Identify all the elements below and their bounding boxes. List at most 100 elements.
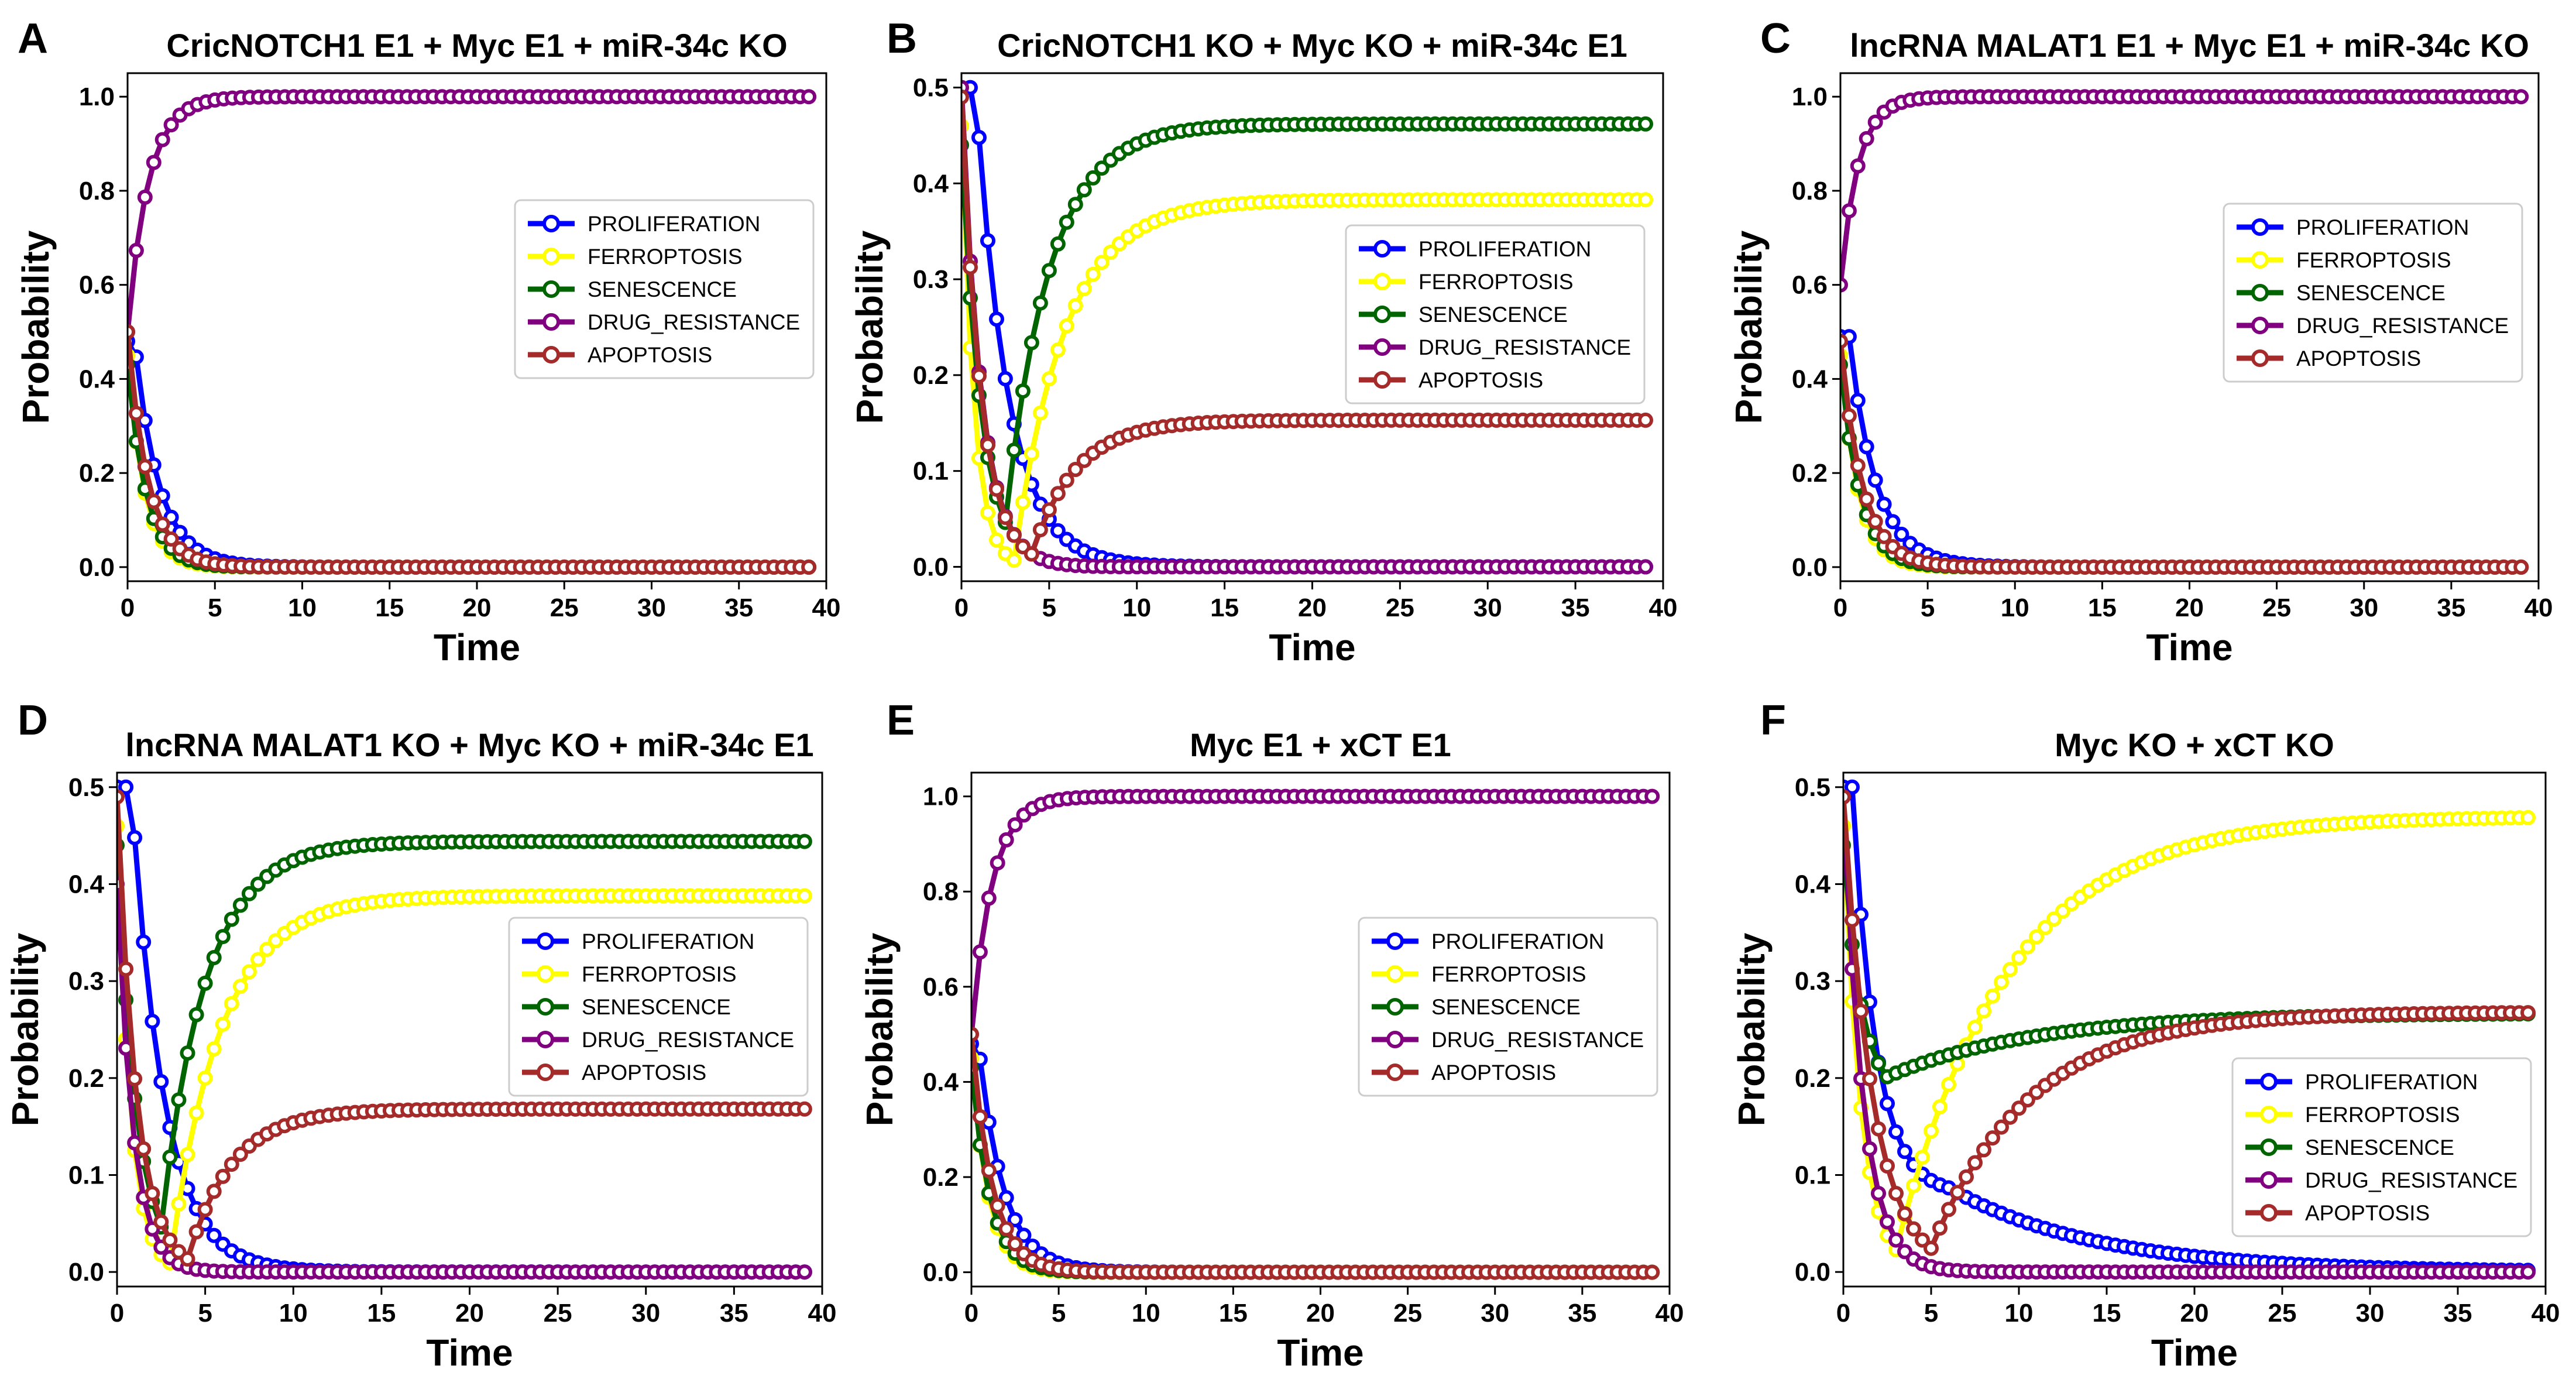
data-point (998, 832, 1014, 848)
legend-swatch-marker (537, 965, 554, 983)
data-point (197, 975, 213, 991)
data-point (1016, 1227, 1032, 1243)
plot-area (1840, 89, 2529, 575)
y-tick-label: 0.6 (79, 271, 115, 300)
x-tick-label: 20 (2180, 1299, 2209, 1327)
legend-swatch-marker (1373, 306, 1391, 323)
legend-item: FERROPTOSIS (1372, 962, 1586, 986)
x-tick-label: 35 (724, 594, 753, 622)
x-tick-label: 25 (1393, 1299, 1422, 1327)
data-point (1915, 1232, 1930, 1248)
data-point (215, 929, 231, 945)
x-tick-label: 40 (1649, 594, 1678, 622)
legend-label: PROLIFERATION (582, 929, 754, 953)
x-tick-label: 5 (208, 594, 222, 622)
x-tick-label: 40 (808, 1299, 837, 1327)
x-tick-label: 25 (544, 1299, 572, 1327)
x-tick-label: 20 (2175, 594, 2204, 622)
y-tick-label: 0.3 (68, 967, 104, 996)
x-tick-label: 5 (1921, 594, 1935, 622)
data-point (232, 897, 248, 913)
plot-area (961, 80, 1653, 575)
data-point (1023, 546, 1039, 562)
data-point (1076, 182, 1092, 198)
y-tick-label: 0.4 (68, 870, 105, 899)
data-point (259, 941, 275, 957)
x-tick-label: 35 (2437, 594, 2465, 622)
data-point (1094, 160, 1110, 176)
legend: PROLIFERATION FERROPTOSIS SENESCENCE DRUG_R… (2223, 203, 2523, 383)
x-axis-label: Time (1277, 1332, 1363, 1374)
data-point (1867, 472, 1883, 488)
y-tick-label: 0.0 (1792, 553, 1828, 582)
legend-item: APOPTOSIS (2237, 347, 2421, 371)
y-tick-label: 0.2 (79, 459, 115, 488)
series-apoptosis (971, 1027, 1660, 1280)
data-point (971, 368, 987, 384)
legend-label: DRUG_RESISTANCE (2296, 314, 2509, 338)
data-point (1845, 912, 1860, 928)
legend-item: FERROPTOSIS (1359, 270, 1574, 294)
y-tick-label: 0.5 (68, 773, 104, 802)
x-tick-label: 5 (1924, 1299, 1938, 1327)
data-point (1880, 1158, 1895, 1174)
x-tick-label: 25 (1386, 594, 1414, 622)
data-point (2046, 911, 2062, 927)
data-point (188, 1007, 204, 1023)
data-point (2513, 559, 2529, 575)
data-point (1941, 1202, 1956, 1217)
data-point (1976, 1142, 1991, 1158)
y-axis-label: Probability (1730, 932, 1773, 1126)
legend-label: APOPTOSIS (588, 343, 712, 367)
legend-item: FERROPTOSIS (2245, 1103, 2460, 1127)
legend-item: SENESCENCE (2245, 1136, 2454, 1160)
x-axis-label: Time (1269, 626, 1355, 668)
data-point (250, 876, 266, 892)
data-point (1994, 975, 2009, 990)
data-point (128, 242, 144, 258)
legend-box (1345, 224, 1646, 404)
x-tick-label: 0 (1833, 594, 1847, 622)
legend-swatch-marker (2251, 349, 2269, 367)
data-point (1032, 405, 1048, 421)
data-point (241, 964, 257, 980)
data-point (128, 324, 135, 339)
legend-swatch-marker (542, 313, 560, 331)
y-tick-label: 0.6 (1792, 271, 1828, 300)
legend: PROLIFERATION FERROPTOSIS SENESCENCE DRUG_R… (2231, 1057, 2532, 1237)
data-point (180, 1251, 195, 1267)
legend-item: APOPTOSIS (1372, 1061, 1556, 1085)
x-tick-label: 20 (1306, 1299, 1335, 1327)
legend-swatch-marker (1373, 338, 1391, 356)
series-line (1840, 355, 2522, 570)
data-point (1050, 236, 1066, 252)
data-point (136, 1141, 152, 1157)
data-point (990, 1198, 1005, 1213)
legend-label: APOPTOSIS (1418, 368, 1543, 392)
legend-item: DRUG_RESISTANCE (1359, 335, 1631, 359)
x-tick-label: 20 (455, 1299, 484, 1327)
x-tick-label: 25 (2268, 1299, 2297, 1327)
legend-label: DRUG_RESISTANCE (2305, 1168, 2517, 1192)
y-tick-label: 0.0 (79, 553, 115, 582)
legend: PROLIFERATION FERROPTOSIS SENESCENCE DRUG_R… (1358, 917, 1658, 1097)
legend-label: FERROPTOSIS (2296, 248, 2451, 272)
data-point (1906, 1221, 1921, 1237)
data-point (1015, 383, 1031, 399)
data-point (1094, 255, 1110, 270)
legend-item: FERROPTOSIS (2237, 248, 2451, 272)
legend-item: PROLIFERATION (2245, 1070, 2478, 1094)
series-drug-resistance (128, 89, 817, 339)
legend-swatch-marker (542, 280, 560, 298)
legend-swatch-marker (537, 998, 554, 1016)
data-point (1085, 170, 1101, 186)
data-point (1067, 462, 1083, 477)
data-point (1007, 1236, 1023, 1252)
data-point (1885, 514, 1901, 530)
series-line (1843, 845, 2529, 1080)
legend-label: SENESCENCE (1418, 303, 1568, 327)
data-point (1841, 408, 1857, 424)
data-point (1888, 1124, 1904, 1140)
data-point (1967, 1020, 1983, 1035)
data-point (1871, 1055, 1886, 1071)
